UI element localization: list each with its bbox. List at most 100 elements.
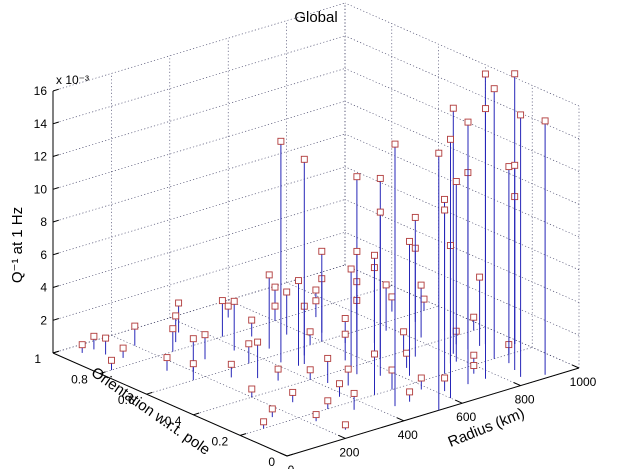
data-point — [306, 366, 314, 380]
z-tick-label: 16 — [34, 84, 48, 98]
data-point — [350, 389, 358, 410]
z-tick-label: 12 — [34, 150, 48, 164]
point-marker — [324, 354, 332, 362]
data-point — [218, 297, 226, 337]
data-point — [78, 341, 86, 353]
point-marker — [108, 356, 115, 364]
point-marker — [452, 178, 460, 185]
data-point — [274, 365, 282, 381]
y-tick-label: 0.8 — [71, 373, 88, 387]
point-marker — [541, 117, 549, 125]
data-point — [306, 328, 314, 345]
point-marker — [300, 155, 308, 163]
z-tick-mark — [52, 88, 59, 92]
point-marker — [464, 118, 472, 126]
y-tick-label: 0.4 — [165, 414, 182, 428]
point-marker — [274, 365, 282, 373]
point-marker — [376, 174, 384, 182]
z-tick-mark — [52, 318, 59, 321]
z-tick-mark — [52, 121, 59, 125]
point-marker — [163, 354, 171, 362]
data-point — [169, 325, 177, 352]
point-marker — [78, 341, 86, 349]
data-point — [268, 405, 276, 418]
x-tick-label: 0 — [288, 463, 295, 469]
data-point — [119, 344, 127, 358]
data-point — [283, 288, 291, 335]
point-marker — [482, 105, 489, 113]
side-wall-grid-line — [344, 2, 580, 107]
data-point — [163, 354, 171, 371]
data-point — [260, 418, 268, 429]
y-axis-line — [52, 352, 288, 457]
data-point — [227, 360, 235, 378]
data-point — [336, 380, 343, 397]
data-point — [341, 421, 349, 430]
data-point — [420, 295, 428, 311]
point-marker — [172, 312, 180, 320]
data-point — [449, 104, 457, 354]
data-point — [277, 137, 285, 363]
point-marker — [470, 313, 478, 321]
point-marker — [227, 360, 235, 368]
data-point — [382, 281, 390, 331]
data-point — [271, 302, 279, 321]
back-wall-grid-line — [52, 68, 346, 157]
data-point — [435, 149, 443, 411]
point-marker — [490, 85, 498, 93]
point-marker — [505, 163, 513, 171]
point-marker — [248, 385, 256, 393]
point-marker — [449, 104, 457, 112]
data-point — [470, 362, 478, 374]
x-tick-label: 600 — [456, 410, 476, 424]
point-marker — [350, 389, 358, 397]
point-marker — [470, 351, 478, 359]
point-marker — [175, 299, 183, 307]
point-marker — [265, 271, 273, 279]
point-marker — [400, 328, 408, 336]
z-tick-label: 4 — [40, 281, 47, 295]
data-point — [490, 85, 498, 359]
data-point — [108, 356, 115, 371]
data-point — [248, 316, 256, 337]
point-marker — [476, 273, 484, 281]
x-tick-mark — [338, 434, 346, 439]
point-marker — [341, 330, 349, 338]
z-tick-mark — [52, 187, 59, 190]
y-tick-label: 1 — [34, 352, 41, 366]
back-wall-grid-line — [52, 35, 346, 125]
data-point — [312, 297, 320, 318]
point-marker — [417, 374, 425, 382]
x-tick-mark — [396, 417, 405, 422]
floor-grid-line — [99, 285, 392, 374]
data-point — [376, 208, 384, 376]
point-marker — [376, 208, 384, 216]
floor-grid-line — [193, 326, 486, 416]
data-point — [447, 135, 454, 399]
point-marker — [283, 288, 291, 296]
data-point — [452, 178, 460, 362]
x-tick-mark — [454, 399, 463, 404]
data-point — [417, 374, 425, 390]
data-point — [90, 332, 98, 350]
y-tick-mark — [146, 391, 153, 395]
point-marker — [271, 302, 279, 310]
point-marker — [353, 247, 361, 255]
data-point — [441, 374, 449, 392]
point-marker — [470, 362, 478, 369]
data-point — [295, 277, 302, 366]
tick-labels: 0200400600800100000.20.40.60.81246810121… — [34, 84, 597, 469]
data-point — [441, 206, 449, 374]
data-point — [189, 360, 197, 381]
point-marker — [481, 70, 489, 78]
data-point — [341, 330, 349, 361]
data-point — [300, 155, 308, 364]
x-tick-mark — [513, 382, 521, 387]
data-point — [271, 283, 279, 304]
point-marker — [411, 213, 419, 221]
data-point — [201, 331, 209, 360]
x-tick-mark — [279, 452, 288, 457]
data-point — [511, 161, 519, 370]
point-marker — [189, 360, 197, 368]
y-tick-mark — [240, 433, 247, 436]
